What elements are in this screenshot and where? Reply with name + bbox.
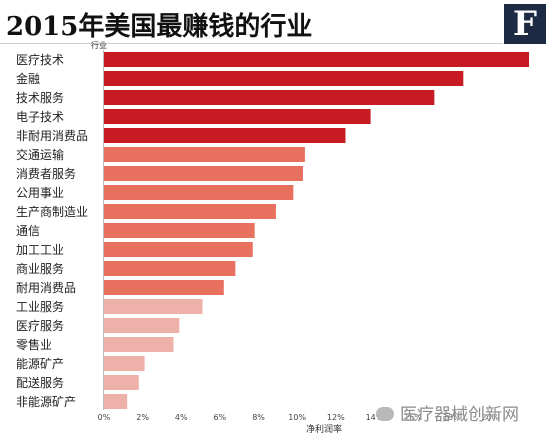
bar [104,242,253,257]
bar [104,90,435,105]
x-tick-label: 20% [481,413,499,422]
x-tick-label: 2% [136,413,149,422]
bar [104,280,224,295]
x-tick-label: 18% [443,413,461,422]
bar [104,318,180,333]
bar [104,185,294,200]
bar-group [104,52,529,409]
bar [104,394,128,409]
category-label: 电子技术 [16,110,64,124]
category-label: 能源矿产 [16,357,64,371]
bar [104,223,255,238]
chart-title: 2015年美国最赚钱的行业 [6,12,313,42]
category-label: 生产商制造业 [16,204,88,219]
wechat-icon [376,407,394,421]
category-label: 交通运输 [16,147,64,162]
category-label: 商业服务 [16,261,64,276]
bar [104,204,276,219]
category-label: 加工工业 [16,243,64,257]
category-label: 非能源矿产 [16,395,76,409]
bar [104,375,139,390]
category-axis-label: 行业 [91,40,107,50]
category-label: 医疗服务 [16,318,64,333]
bar [104,356,145,371]
x-tick-label: 8% [252,413,265,422]
category-label: 工业服务 [16,299,64,314]
category-label: 配送服务 [16,375,64,390]
x-tick-label: 6% [214,413,227,422]
x-tick-label: 10% [288,413,306,422]
x-tick-label: 16% [404,413,422,422]
bar [104,147,305,162]
category-label: 医疗技术 [16,53,64,67]
bar [104,166,303,181]
bar [104,261,236,276]
bar [104,128,346,143]
watermark-text: 医疗器械创新网 [400,405,519,425]
x-tick-label: 12% [327,413,345,422]
category-label: 零售业 [16,337,52,352]
watermark: 医疗器械创新网 [376,400,519,425]
bar [104,52,529,67]
category-label: 公用事业 [16,186,64,200]
x-tick-label: 14% [366,413,384,422]
bar [104,337,174,352]
x-tick-labels: 0% 2% 4% 6% 8% 10% 12% 14% 16% 18% 20% [98,413,500,422]
category-label: 消费者服务 [16,166,76,181]
bar [104,109,371,124]
x-tick-label: 4% [175,413,188,422]
category-label: 通信 [16,224,40,238]
x-tick-label: 0% [98,413,111,422]
category-label: 技术服务 [16,90,64,105]
category-labels: 医疗技术金融技术服务电子技术非耐用消费品交通运输消费者服务公用事业生产商制造业通… [16,53,88,409]
bar [104,71,464,86]
title-divider [0,43,503,44]
category-label: 非耐用消费品 [16,129,88,143]
forbes-logo: F [504,4,546,44]
category-label: 耐用消费品 [16,281,76,295]
x-axis-label: 净利润率 [306,423,342,435]
category-label: 金融 [16,71,40,86]
bar [104,299,203,314]
